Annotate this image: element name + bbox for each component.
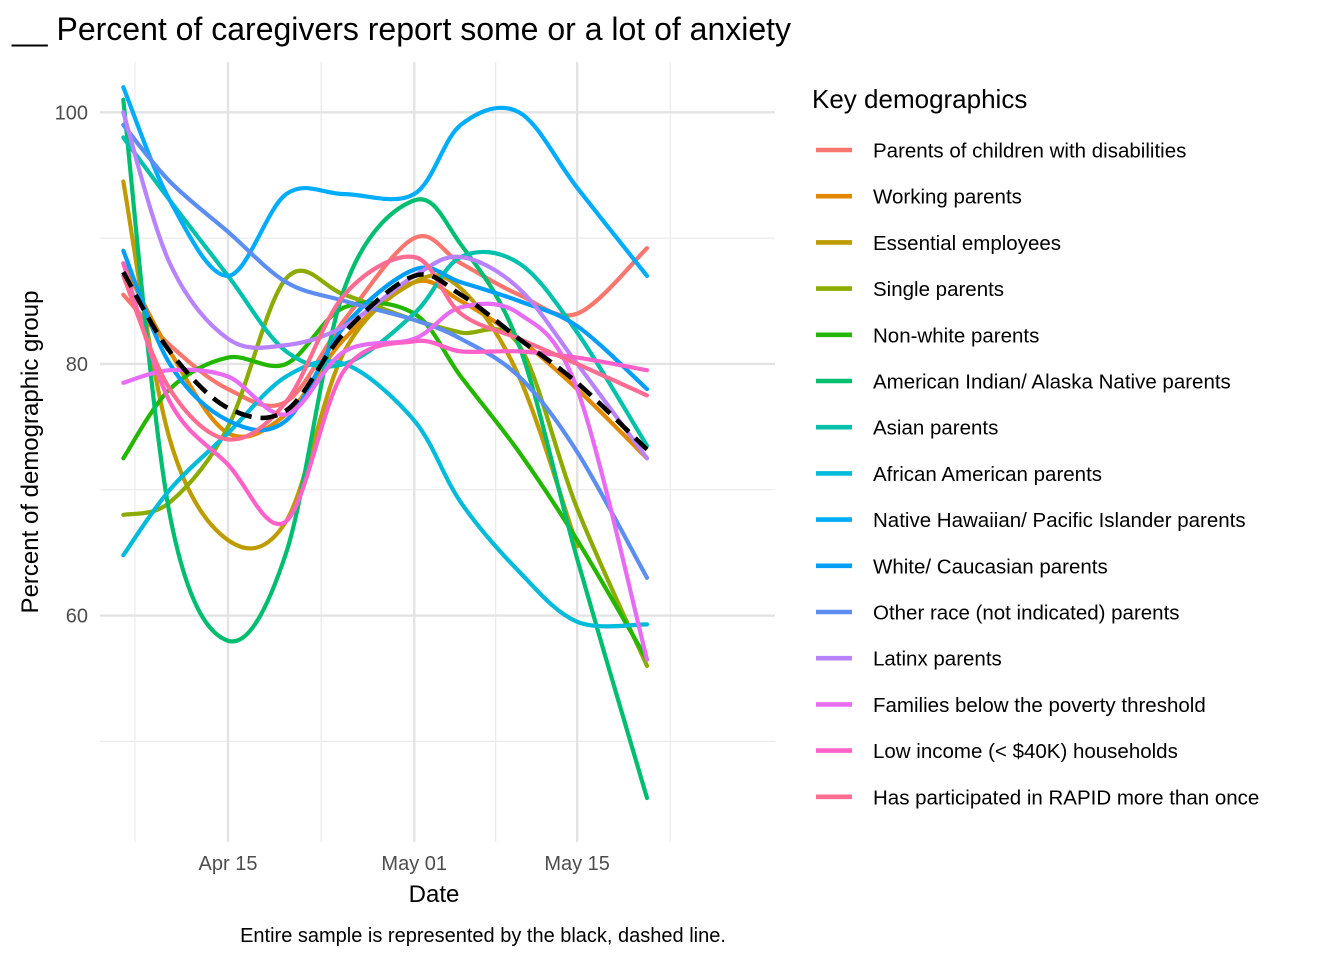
x-axis-title: Date xyxy=(409,881,460,908)
series-line-14 xyxy=(121,254,650,442)
y-tick-label: 60 xyxy=(66,606,88,628)
legend-label-12: Families below the poverty threshold xyxy=(873,694,1206,717)
overall-dashed-line xyxy=(121,270,649,452)
series-lines xyxy=(121,85,650,801)
legend-label-7: African American parents xyxy=(873,463,1102,486)
legend-label-1: Working parents xyxy=(873,186,1022,209)
series-line-7 xyxy=(121,359,650,629)
caption: Entire sample is represented by the blac… xyxy=(240,925,726,947)
y-axis-title: Percent of demographic group xyxy=(17,291,44,614)
y-tick-label: 100 xyxy=(55,102,88,124)
legend-label-3: Single parents xyxy=(873,278,1004,301)
legend-label-2: Essential employees xyxy=(873,232,1061,255)
series-line-12 xyxy=(121,301,650,662)
x-tick-label: May 15 xyxy=(544,853,610,875)
legend-label-10: Other race (not indicated) parents xyxy=(873,602,1180,625)
legend-label-9: White/ Caucasian parents xyxy=(873,555,1108,578)
axis-ticks: Apr 15 May 01 May 15 60 80 100 xyxy=(55,102,610,875)
x-tick-label: May 01 xyxy=(381,853,447,875)
legend-title: Key demographics xyxy=(812,84,1027,114)
series-line-13 xyxy=(121,261,650,526)
legend-label-8: Native Hawaiian/ Pacific Islander parent… xyxy=(873,509,1246,532)
x-tick-label: Apr 15 xyxy=(199,853,258,875)
series-line-2 xyxy=(121,179,580,551)
grid xyxy=(100,62,775,842)
series-line-8 xyxy=(121,85,650,279)
legend-label-14: Has participated in RAPID more than once xyxy=(873,786,1259,809)
series-line-3 xyxy=(121,268,650,668)
chart-title: __ Percent of caregivers report some or … xyxy=(11,11,791,47)
series-line-9 xyxy=(121,248,650,433)
y-tick-label: 80 xyxy=(66,354,88,376)
series-line-10 xyxy=(121,122,650,580)
legend: Parents of children with disabilities Wor… xyxy=(816,140,1259,809)
legend-label-13: Low income (< $40K) households xyxy=(873,740,1178,763)
legend-label-0: Parents of children with disabilities xyxy=(873,140,1186,163)
series-line-6 xyxy=(121,135,650,448)
legend-label-6: Asian parents xyxy=(873,417,998,440)
series-line-5 xyxy=(121,97,650,801)
legend-label-5: American Indian/ Alaska Native parents xyxy=(873,371,1231,394)
legend-label-4: Non-white parents xyxy=(873,324,1039,347)
series-line-4 xyxy=(121,300,650,662)
legend-label-11: Latinx parents xyxy=(873,648,1002,671)
